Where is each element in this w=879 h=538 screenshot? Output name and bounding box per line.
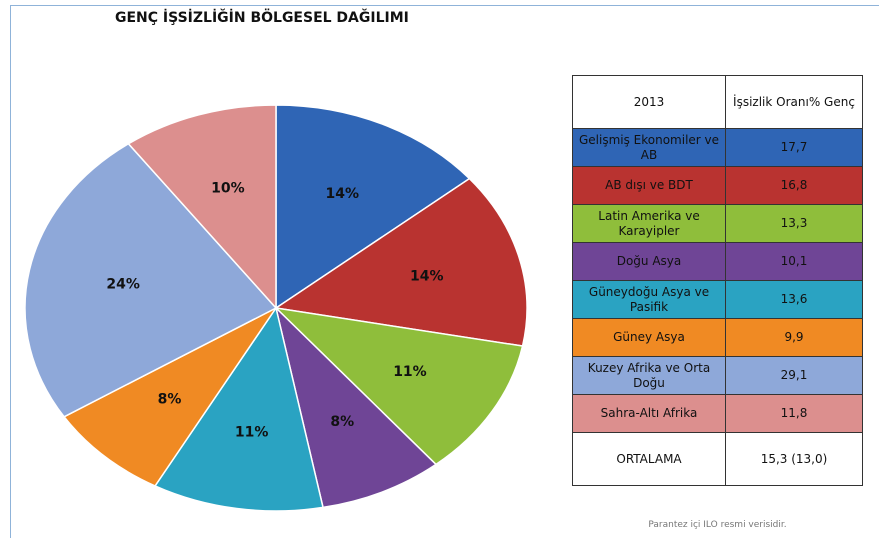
table-cell: 13,6 (725, 280, 863, 319)
pie-slice (24, 142, 278, 418)
table-cell: 9,9 (725, 318, 863, 357)
slice-label: 14% (326, 186, 360, 202)
table-row: AB dışı ve BDT 16,8 (572, 166, 863, 205)
table-cell: Kuzey Afrika ve Orta Doğu (572, 356, 726, 395)
data-table: 2013 İşsizlik Oranı% Genç Gelişmiş Ekonomi… (572, 75, 863, 486)
table-cell: Güneydoğu Asya ve Pasifik (572, 280, 726, 319)
pie-slice (273, 177, 528, 347)
slice-label: 14% (410, 269, 444, 285)
pie-slice (62, 307, 277, 487)
table-cell: ORTALAMA (572, 432, 726, 486)
table-cell: 16,8 (725, 166, 863, 205)
slice-label: 8% (158, 392, 182, 408)
table-cell: Doğu Asya (572, 242, 726, 281)
table-row: Latin Amerika ve Karayipler 13,3 (572, 204, 863, 243)
table-cell: 13,3 (725, 204, 863, 243)
table-cell: Sahra-Altı Afrika (572, 394, 726, 433)
table-cell: 17,7 (725, 128, 863, 167)
pie-slice (127, 104, 277, 310)
table-row: Doğu Asya 10,1 (572, 242, 863, 281)
table-cell: Gelişmiş Ekonomiler ve AB (572, 128, 726, 167)
slice-label: 24% (106, 276, 140, 292)
pie-slice (153, 306, 324, 512)
table-row: Gelişmiş Ekonomiler ve AB 17,7 (572, 128, 863, 167)
table-row: Sahra-Altı Afrika 11,8 (572, 394, 863, 433)
slice-label: 10% (211, 180, 245, 196)
slice-label: 11% (393, 364, 427, 380)
pie-slice (275, 104, 471, 310)
table-note: Parantez içi ILO resmi verisidir. (648, 520, 787, 530)
table-cell: AB dışı ve BDT (572, 166, 726, 205)
table-row: Kuzey Afrika ve Orta Doğu 29,1 (572, 356, 863, 395)
slice-label: 8% (330, 414, 354, 430)
table-cell: Güney Asya (572, 318, 726, 357)
table-cell: 29,1 (725, 356, 863, 395)
table-cell: Latin Amerika ve Karayipler (572, 204, 726, 243)
pie-slice (273, 306, 524, 466)
table-cell: 10,1 (725, 242, 863, 281)
table-cell: İşsizlik Oranı% Genç (725, 75, 863, 129)
table-cell: 2013 (572, 75, 726, 129)
slice-label: 11% (235, 424, 269, 440)
frame (10, 5, 879, 538)
table-cell: 11,8 (725, 394, 863, 433)
table-row: Güney Asya 9,9 (572, 318, 863, 357)
table-row: ORTALAMA 15,3 (13,0) (572, 432, 863, 486)
table-cell: 15,3 (13,0) (725, 432, 863, 486)
chart-title: GENÇ İŞSİZLİĞİN BÖLGESEL DAĞILIMI (115, 10, 409, 26)
pie-slice (274, 305, 438, 509)
table-row: Güneydoğu Asya ve Pasifik 13,6 (572, 280, 863, 319)
table-row: 2013 İşsizlik Oranı% Genç (572, 75, 863, 129)
